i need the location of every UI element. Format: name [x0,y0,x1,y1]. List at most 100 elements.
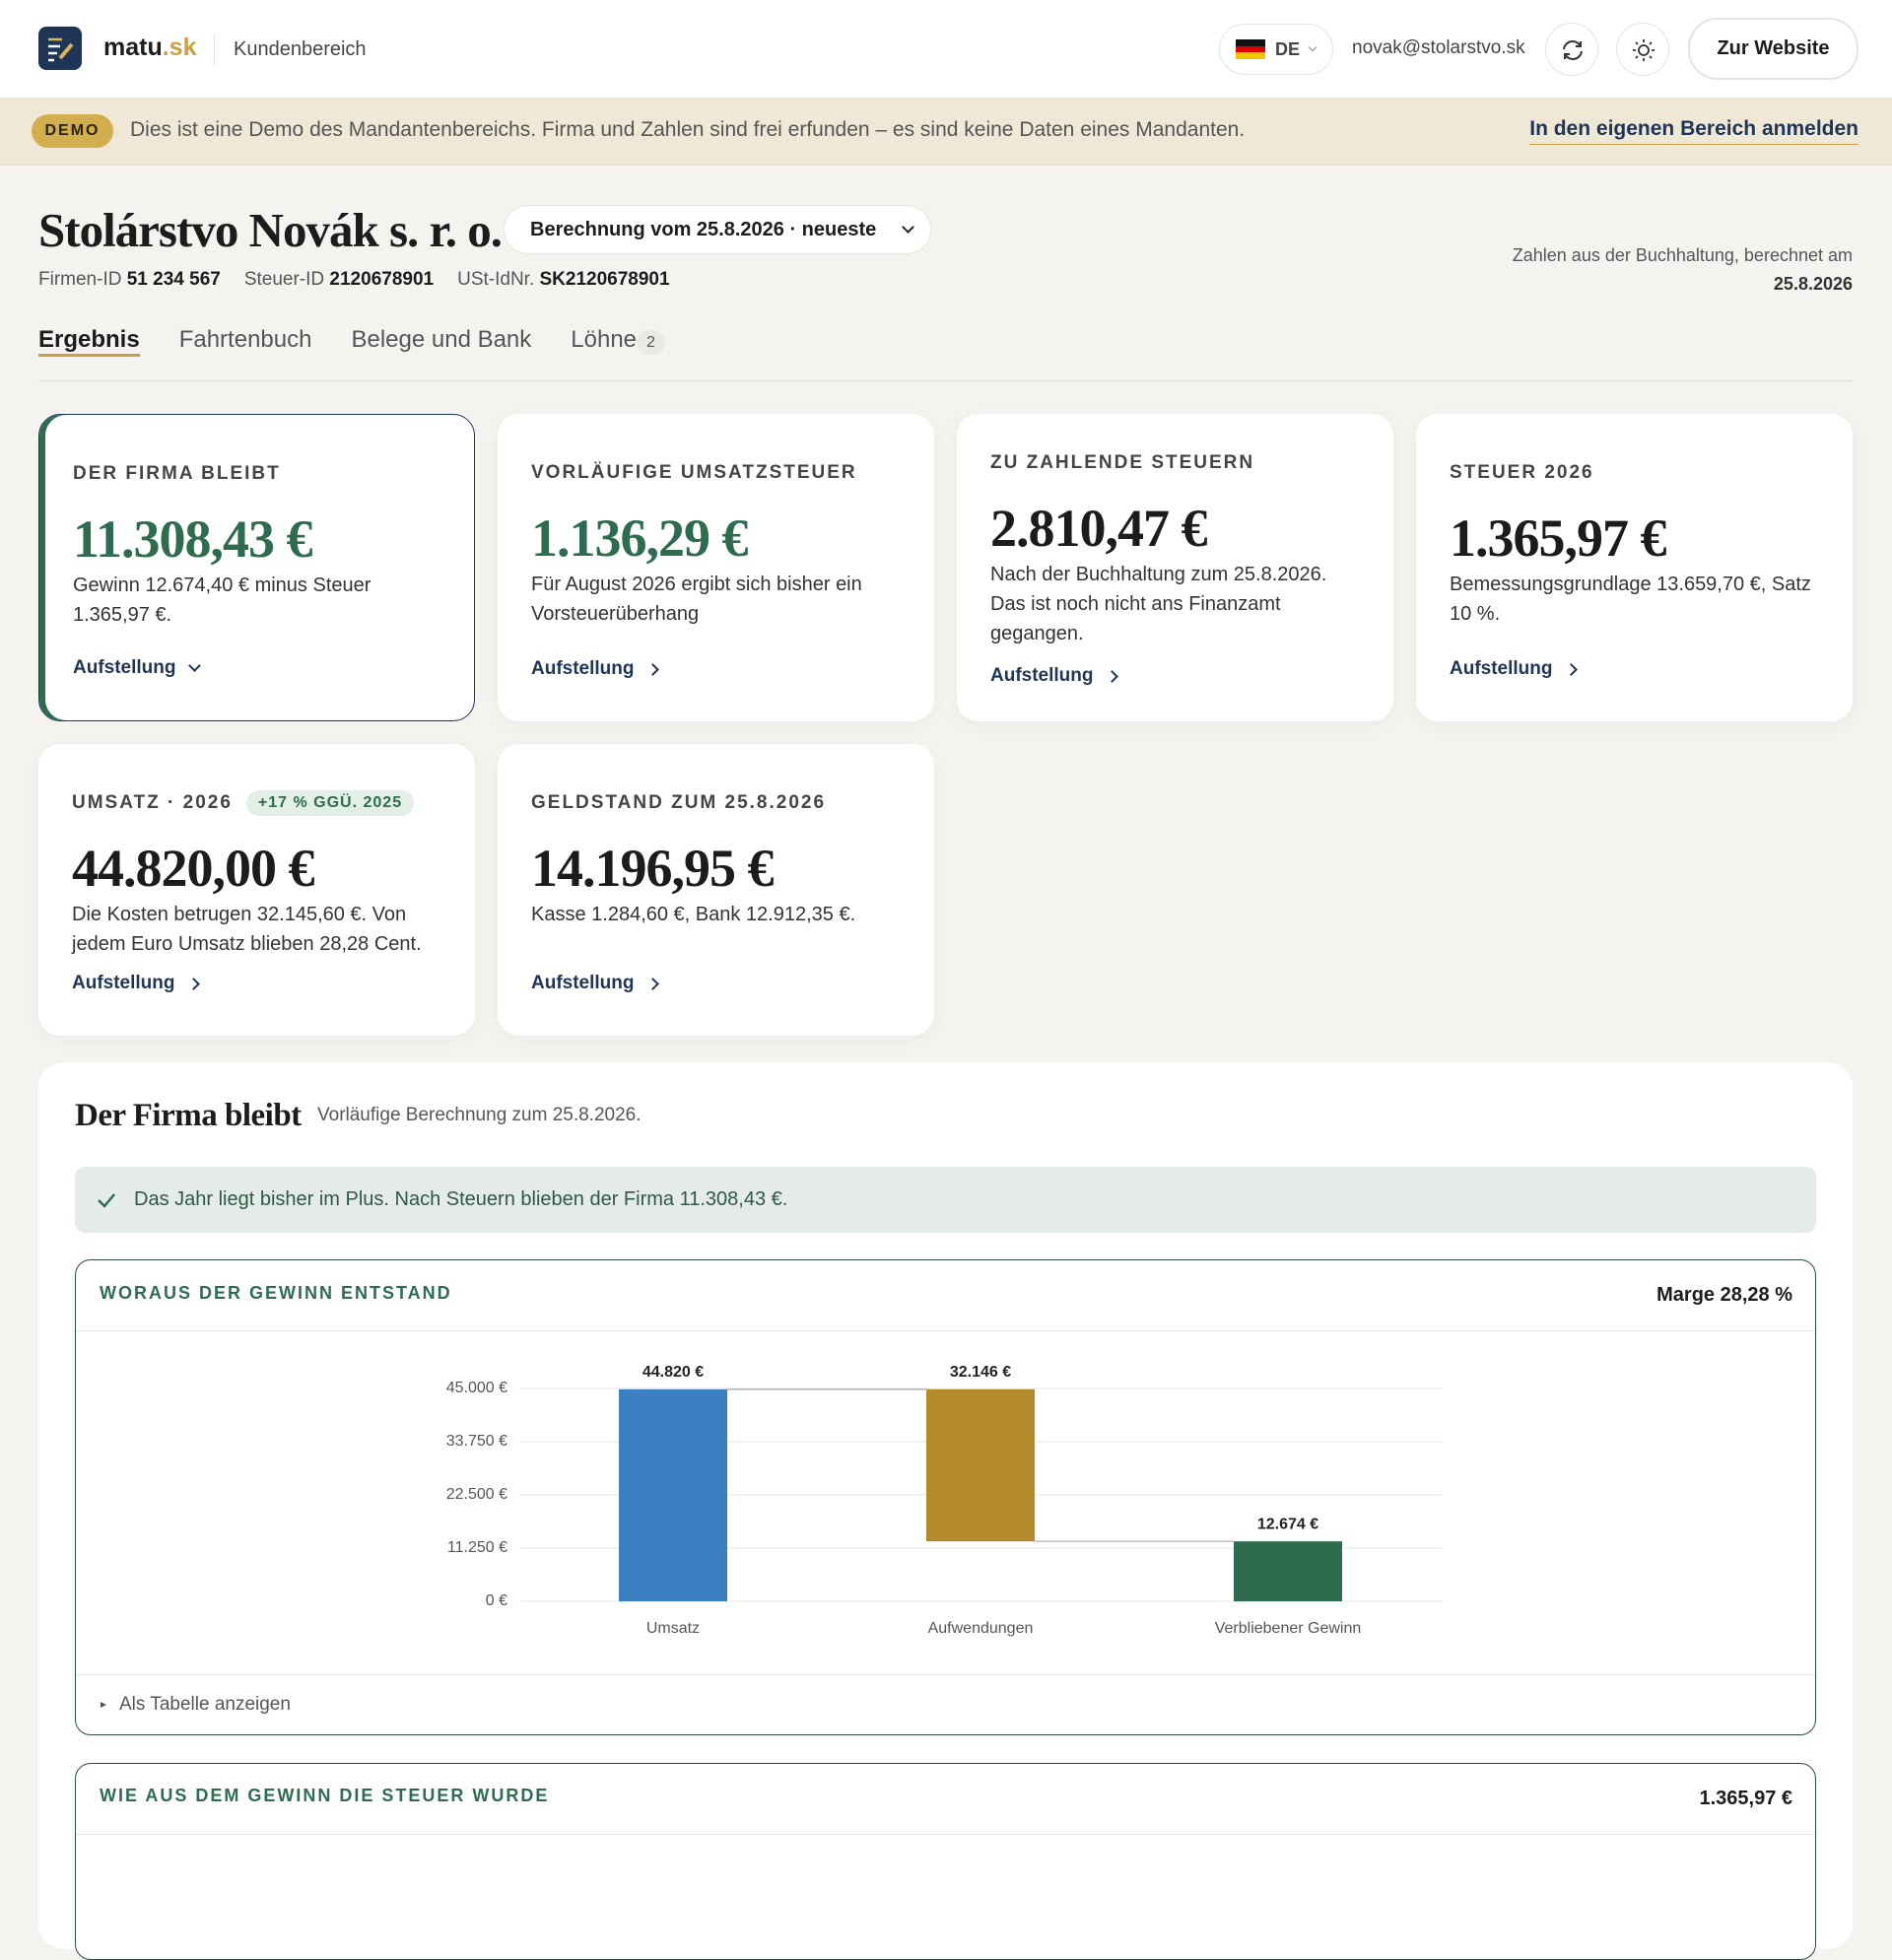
language-select[interactable]: DE [1219,24,1333,75]
company-ids: Firmen-ID 51 234 567 Steuer-ID 2120678901… [38,269,670,291]
tab[interactable]: Belege und Bank [351,326,531,357]
brand-tld: .sk [162,34,197,61]
tax-card: WIE AUS DEM GEWINN DIE STEUER WURDE 1.36… [75,1763,1816,1960]
card-link[interactable]: Aufstellung [990,665,1118,687]
company-id: USt-IdNr. SK2120678901 [457,269,669,291]
divider [76,1330,1815,1331]
toggle-icon [101,1702,106,1708]
tab-label: Belege und Bank [351,326,532,353]
tab[interactable]: Löhne 2 [571,326,665,357]
calculation-label: Berechnung vom 25.8.2026 · neueste [530,218,877,240]
id-label: Firmen-ID [38,269,122,290]
card-text: Bemessungsgrundlage 13.659,70 €, Satz 10… [1450,574,1811,625]
card-link[interactable]: Aufstellung [72,973,200,994]
card-text: Nach der Buchhaltung zum 25.8.2026. Das … [990,564,1327,644]
id-value: 51 234 567 [126,269,221,290]
card-amount: 1.365,97 € [1450,508,1667,568]
logo-icon [48,37,74,62]
top-bar: matu.sk Kundenbereich DE novak@stolarstv… [0,0,1892,99]
panel-subtitle: Vorläufige Berechnung zum 25.8.2026. [317,1105,642,1125]
card-amount: 1.136,29 € [531,508,749,568]
card-link-label: Aufstellung [72,973,175,993]
card-text: Für August 2026 ergibt sich bisher ein V… [531,574,862,625]
card-text: Gewinn 12.674,40 € minus Steuer 1.365,97… [73,574,372,626]
card-amount: 2.810,47 € [990,499,1208,558]
chart-card: WORAUS DER GEWINN ENTSTAND Marge 28,28 %… [75,1259,1816,1735]
card-title-text: DER FIRMA BLEIBT [73,463,281,484]
language: DE [1275,38,1301,59]
id-label: USt-IdNr. [457,269,535,290]
notice-text: Das Jahr liegt bisher im Plus. Nach Steu… [134,1188,788,1210]
card-link-label: Aufstellung [1450,658,1553,679]
id-value: SK2120678901 [539,269,670,290]
dropdown-icon [1308,42,1318,52]
card-link-label: Aufstellung [73,657,176,678]
table-toggle[interactable]: Als Tabelle anzeigen [100,1694,291,1716]
summary-card: STEUER 2026 1.365,97 € Bemessungsgrundlage… [1416,414,1853,721]
calculation-select[interactable]: Berechnung vom 25.8.2026 · neueste [504,205,931,254]
chevron [645,977,659,990]
tab[interactable]: Fahrtenbuch [179,326,312,357]
card-title-text: UMSATZ · 2026 [72,792,233,813]
chevron [1105,669,1118,683]
sun-icon [1633,39,1655,61]
card-text: Kasse 1.284,60 €, Bank 12.912,35 €. [531,904,856,925]
logo[interactable] [38,27,82,70]
theme-button[interactable] [1616,23,1669,76]
company-name: Stolárstvo Novák s. r. o. [38,203,503,257]
card-title-text: STEUER 2026 [1450,462,1594,483]
card-text: Die Kosten betrugen 32.145,60 €. Von jed… [72,904,422,955]
divider [76,1674,1815,1675]
card-title: UMSATZ · 2026 +17 % GGÜ. 2025 [72,789,441,817]
result-panel: Der Firma bleibt Vorläufige Berechnung z… [38,1062,1853,1960]
card-link-label: Aufstellung [990,665,1094,686]
tab-label: Fahrtenbuch [178,326,312,353]
section-label: Kundenbereich [234,38,367,60]
refresh-button[interactable] [1545,23,1598,76]
card-link[interactable]: Aufstellung [73,657,201,679]
brand-name: matu [103,34,163,61]
summary-card: ZU ZAHLENDE STEUERN 2.810,47 € Nach der Bu… [957,414,1393,721]
summary-card: DER FIRMA BLEIBT 11.308,43 € Gewinn 12.674… [38,414,475,721]
card-link-label: Aufstellung [531,973,635,993]
card-amount: 11.308,43 € [73,509,313,569]
card-title: STEUER 2026 [1450,459,1819,487]
card-link[interactable]: Aufstellung [531,973,659,994]
card-title: GELDSTAND ZUM 25.8.2026 [531,789,901,817]
card-link[interactable]: Aufstellung [531,658,659,680]
tab-label: Löhne [571,326,638,353]
website-button[interactable]: Zur Website [1688,18,1858,80]
card-link-label: Aufstellung [531,658,635,679]
card-title: VORLÄUFIGE UMSATZSTEUER [531,459,901,487]
card-title: DER FIRMA BLEIBT [73,460,440,488]
source-note: Zahlen aus der Buchhaltung, berechnet am… [1513,241,1853,299]
card-link[interactable]: Aufstellung [1450,658,1578,680]
demo-badge: DEMO [32,114,113,148]
company-id: Steuer-ID 2120678901 [244,269,434,291]
tab[interactable]: Ergebnis [38,326,140,357]
change-badge: +17 % GGÜ. 2025 [245,790,415,816]
summary-card: GELDSTAND ZUM 25.8.2026 14.196,95 € Kasse … [498,744,934,1036]
check-icon [98,1193,115,1208]
tab-label: Ergebnis [38,326,140,353]
id-label: Steuer-ID [243,269,325,290]
login-link[interactable]: In den eigenen Bereich anmelden [1529,117,1858,145]
tax-amount: 1.365,97 € [1699,1788,1792,1809]
demo-banner: DEMO Dies ist eine Demo des Mandantenber… [0,98,1892,166]
card-title-text: VORLÄUFIGE UMSATZSTEUER [531,462,857,483]
panel-title: Der Firma bleibt [75,1098,302,1133]
brand[interactable]: matu.sk [103,34,197,62]
summary-card: UMSATZ · 2026 +17 % GGÜ. 2025 44.820,00 € D… [38,744,475,1036]
card-amount: 14.196,95 € [531,839,775,898]
chevron [187,659,201,672]
tab-divider [38,380,1853,381]
margin: Marge 28,28 % [1656,1284,1792,1306]
tax-section-title: WIE AUS DEM GEWINN DIE STEUER WURDE [100,1786,550,1805]
chart-section-title: WORAUS DER GEWINN ENTSTAND [100,1283,452,1303]
summary-card: VORLÄUFIGE UMSATZSTEUER 1.136,29 € Für Aug… [498,414,934,721]
divider [76,1834,1815,1835]
card-title-text: ZU ZAHLENDE STEUERN [990,452,1255,473]
chevron [1564,662,1578,676]
